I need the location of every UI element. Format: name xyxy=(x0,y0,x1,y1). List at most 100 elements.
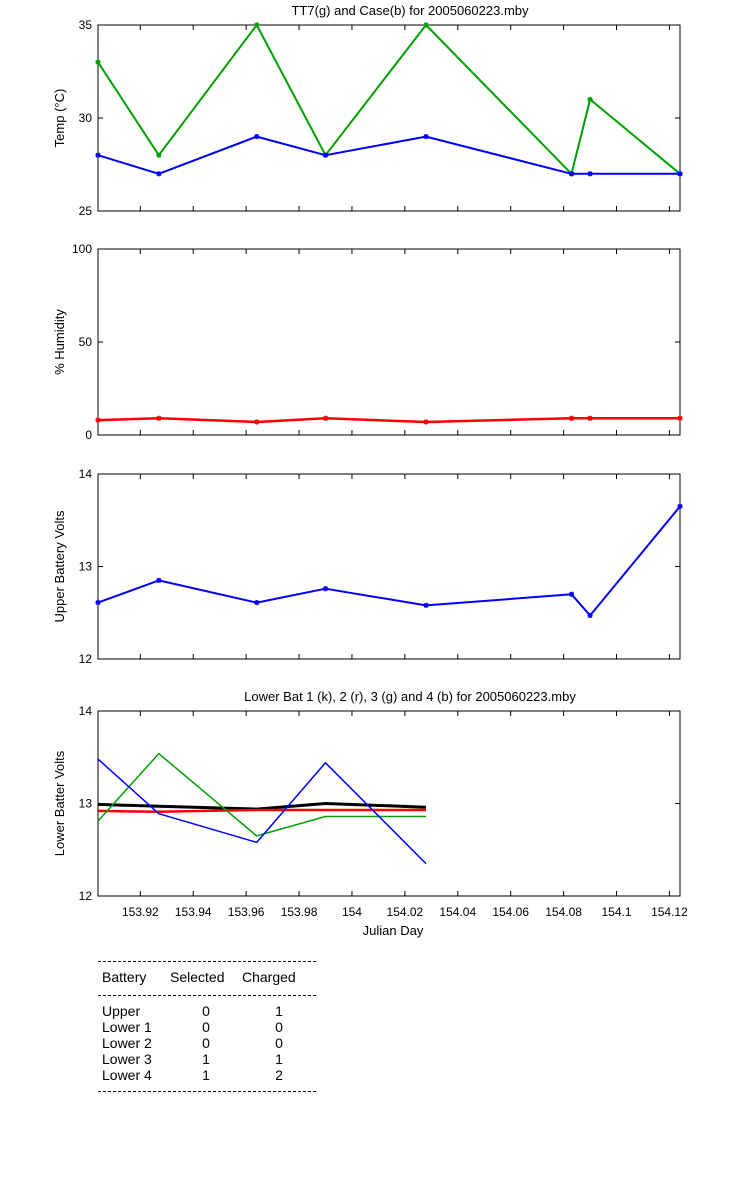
table-row: Lower 4 1 2 xyxy=(98,1067,316,1083)
x-tick-label: 153.96 xyxy=(228,905,265,919)
table-row: Upper 0 1 xyxy=(98,1003,316,1019)
series-line-4 xyxy=(97,758,427,865)
y-tick-label: 30 xyxy=(79,111,93,125)
data-point xyxy=(568,171,575,177)
data-point xyxy=(677,171,683,177)
y-tick-label: 14 xyxy=(79,467,93,481)
data-point xyxy=(587,171,593,177)
cell-selected: 0 xyxy=(202,1035,210,1051)
x-tick-label: 154.12 xyxy=(651,905,688,919)
data-point xyxy=(156,577,162,583)
x-tick-label: 153.94 xyxy=(175,905,212,919)
cell-battery: Upper xyxy=(102,1003,141,1019)
series-line-2 xyxy=(97,135,680,175)
chart-panel-3: 12 13 14 Upper Battery Volts xyxy=(52,467,683,666)
data-point xyxy=(156,171,162,177)
data-point xyxy=(423,22,429,28)
x-tick-label: 154.04 xyxy=(439,905,476,919)
cell-selected: 1 xyxy=(202,1051,210,1067)
cell-charged: 0 xyxy=(275,1019,283,1035)
cell-selected: 0 xyxy=(202,1003,210,1019)
plot-frame xyxy=(97,248,681,436)
cell-charged: 0 xyxy=(275,1035,283,1051)
series-line-1 xyxy=(97,505,681,617)
y-axis-label: Upper Battery Volts xyxy=(52,510,67,622)
data-point xyxy=(156,152,162,158)
y-tick-label: 35 xyxy=(79,18,93,32)
cell-battery: Lower 1 xyxy=(102,1019,152,1035)
y-axis-label: % Humidity xyxy=(52,309,67,375)
data-point xyxy=(568,415,575,421)
battery-status-table: Battery Selected Charged Upper 0 1 Lower… xyxy=(98,961,316,1092)
plot-frame xyxy=(97,710,681,897)
data-point xyxy=(322,586,329,592)
x-tick-label: 154 xyxy=(342,905,362,919)
data-point xyxy=(95,599,101,606)
data-point xyxy=(423,419,429,425)
series-line-1 xyxy=(97,802,427,811)
chart-panel-4: 153.92 153.94 153.96 153.98 154 154.02 154.04 1… xyxy=(52,689,688,938)
data-point xyxy=(254,22,260,28)
y-tick-label: 13 xyxy=(79,560,93,574)
y-tick-label: 50 xyxy=(79,335,93,349)
y-tick-label: 13 xyxy=(79,797,93,811)
table-row: Lower 1 0 0 xyxy=(98,1019,316,1035)
chart-title: Lower Bat 1 (k), 2 (r), 3 (g) and 4 (b) … xyxy=(244,689,576,704)
data-point xyxy=(254,599,260,606)
chart-panel-1: 25 30 35 TT7(g) and Case(b) for 2005060223.… xyxy=(52,3,683,218)
header-selected: Selected xyxy=(170,969,225,985)
cell-charged: 1 xyxy=(275,1003,283,1019)
y-axis-label: Temp (°C) xyxy=(52,89,67,148)
data-point xyxy=(587,96,593,102)
data-point xyxy=(254,419,260,425)
table-row: Lower 2 0 0 xyxy=(98,1035,316,1051)
table-top-rule xyxy=(98,961,316,962)
data-point xyxy=(95,417,101,423)
data-point xyxy=(423,602,429,608)
data-point xyxy=(677,503,683,509)
header-battery: Battery xyxy=(102,969,147,985)
data-point xyxy=(568,591,575,597)
x-tick-label: 154.1 xyxy=(601,905,631,919)
y-tick-label: 14 xyxy=(79,704,93,718)
series-line-3 xyxy=(97,752,426,837)
x-tick-label: 154.06 xyxy=(492,905,529,919)
y-tick-label: 0 xyxy=(85,428,92,442)
series-line-1 xyxy=(97,417,680,424)
data-point xyxy=(677,415,683,421)
plot-frame xyxy=(97,24,681,212)
cell-selected: 0 xyxy=(202,1019,210,1035)
table-row: Lower 3 1 1 xyxy=(98,1051,316,1067)
header-charged: Charged xyxy=(242,969,296,985)
y-tick-label: 12 xyxy=(79,889,93,903)
series-line-1 xyxy=(97,24,681,175)
x-tick-label: 153.92 xyxy=(122,905,159,919)
table-bottom-rule xyxy=(98,1091,316,1092)
cell-selected: 1 xyxy=(202,1067,210,1083)
data-point xyxy=(423,134,429,140)
data-point xyxy=(322,152,329,158)
y-axis-label: Lower Batter Volts xyxy=(52,750,67,856)
x-tick-label: 153.98 xyxy=(281,905,318,919)
x-tick-label: 154.08 xyxy=(545,905,582,919)
data-point xyxy=(254,134,260,140)
chart-title: TT7(g) and Case(b) for 2005060223.mby xyxy=(291,3,529,18)
y-tick-label: 12 xyxy=(79,652,93,666)
battery-figure: 25 30 35 TT7(g) and Case(b) for 2005060223.… xyxy=(52,3,688,938)
table-header-row: Battery Selected Charged xyxy=(98,968,316,986)
plot-frame xyxy=(97,473,681,660)
y-tick-label: 100 xyxy=(72,242,92,256)
chart-panel-2: 0 50 100 % Humidity xyxy=(52,242,683,442)
cell-battery: Lower 2 xyxy=(102,1035,152,1051)
data-point xyxy=(587,612,593,619)
series-line-2 xyxy=(97,808,426,814)
table-header-rule xyxy=(98,995,316,996)
cell-charged: 1 xyxy=(275,1051,283,1067)
data-point xyxy=(587,415,593,421)
data-point xyxy=(156,415,162,421)
data-point xyxy=(95,59,101,65)
y-tick-label: 25 xyxy=(79,204,93,218)
cell-battery: Lower 4 xyxy=(102,1067,152,1083)
data-point xyxy=(95,152,101,158)
cell-battery: Lower 3 xyxy=(102,1051,152,1067)
